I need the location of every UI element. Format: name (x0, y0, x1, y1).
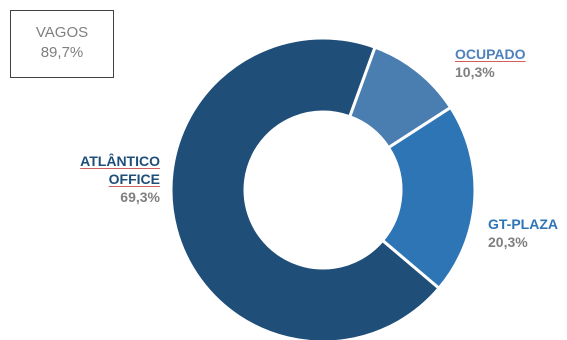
slice-gt-plaza (380, 105, 477, 291)
data-label-ocupado-value: 10,3% (455, 64, 495, 80)
data-label-ocupado: OCUPADO 10,3% (455, 45, 526, 81)
summary-box-label: VAGOS (35, 24, 89, 41)
data-label-atlantico-office: ATLÂNTICO OFFICE 69,3% (40, 152, 160, 206)
data-label-atlantico-value: 69,3% (120, 189, 160, 205)
data-label-ocupado-name: OCUPADO (455, 46, 526, 62)
data-label-gt-plaza: GT-PLAZA 20,3% (488, 215, 558, 251)
summary-box-value: 89,7% (40, 44, 84, 61)
data-label-atlantico-line2: OFFICE (108, 171, 160, 187)
slice-atlantico-office (169, 36, 442, 340)
data-label-gt-plaza-name: GT-PLAZA (488, 216, 558, 232)
summary-box: VAGOS 89,7% (10, 10, 114, 78)
data-label-gt-plaza-value: 20,3% (488, 234, 528, 250)
data-label-atlantico-line1: ATLÂNTICO (80, 153, 160, 169)
